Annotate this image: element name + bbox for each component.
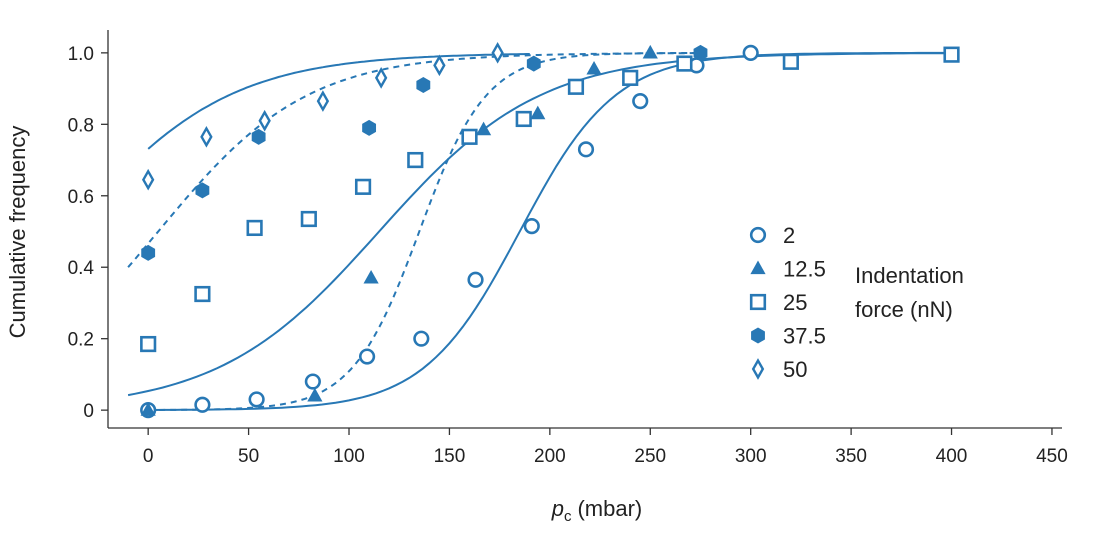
- data-point: [567, 78, 585, 95]
- series-2: [140, 44, 759, 419]
- data-point: [300, 210, 317, 228]
- x-axis-unit: (mbar): [577, 496, 642, 521]
- fit-curve-37-5: [127, 52, 701, 268]
- data-point: [246, 219, 263, 237]
- legend-label: 2: [783, 223, 795, 248]
- x-tick-label: 400: [936, 446, 968, 467]
- data-point: [642, 44, 658, 59]
- x-axis-title: pc (mbar): [551, 496, 643, 525]
- fit-curve-25: [127, 52, 952, 397]
- y-tick-label: 0.8: [68, 115, 94, 136]
- data-point: [530, 105, 546, 120]
- data-point: [374, 67, 388, 89]
- data-point: [577, 141, 595, 158]
- data-points: [140, 42, 960, 419]
- data-point: [354, 178, 372, 195]
- legend-title-line2: force (nN): [855, 297, 953, 322]
- legend-marker-25: [749, 293, 767, 311]
- legend-marker-12-5: [750, 260, 766, 275]
- data-point: [461, 128, 478, 145]
- y-tick-label: 0: [83, 401, 94, 422]
- data-point: [358, 348, 376, 365]
- legend-marker-2: [749, 226, 767, 244]
- data-point: [491, 42, 504, 64]
- x-tick-label: 150: [434, 446, 466, 467]
- data-point: [141, 244, 156, 261]
- data-point: [140, 335, 157, 353]
- data-point: [632, 92, 649, 110]
- data-point: [943, 46, 960, 63]
- axes: 0 50 100 150 200 250 300 350 400 45000.20.40.60.8…: [68, 30, 1068, 467]
- x-tick-label: 450: [1036, 446, 1068, 467]
- data-point: [676, 55, 693, 72]
- data-point: [363, 269, 379, 284]
- data-point: [413, 330, 430, 347]
- data-point: [523, 218, 540, 235]
- series-50: [141, 42, 504, 191]
- data-point: [194, 285, 211, 303]
- data-point: [622, 69, 639, 86]
- data-point: [362, 119, 377, 136]
- data-point: [248, 391, 265, 408]
- x-tick-label: 100: [333, 446, 365, 467]
- fit-curve-50: [147, 53, 530, 150]
- data-point: [416, 77, 431, 94]
- y-tick-label: 1.0: [68, 44, 94, 65]
- data-point: [194, 396, 211, 413]
- x-tick-label: 200: [534, 446, 566, 467]
- data-point: [433, 54, 446, 77]
- data-point: [467, 271, 484, 288]
- data-point: [200, 126, 213, 148]
- data-point: [515, 110, 532, 128]
- legend-marker-50: [751, 358, 765, 380]
- series-25: [140, 46, 960, 353]
- data-point: [251, 128, 266, 145]
- data-point: [742, 44, 759, 61]
- series-12-5: [140, 44, 658, 416]
- data-point: [782, 53, 799, 70]
- data-point: [586, 60, 602, 75]
- y-tick-label: 0.4: [68, 258, 95, 279]
- x-axis-symbol: p: [551, 496, 564, 521]
- fit-curve-2: [148, 51, 952, 411]
- legend: 2 12.5 25 37.5 50 Indentation force (nN): [749, 223, 964, 382]
- legend-label: 37.5: [783, 324, 826, 349]
- x-axis-subscript: c: [564, 508, 572, 525]
- data-point: [407, 151, 424, 169]
- x-tick-label: 300: [735, 446, 767, 467]
- data-point: [140, 402, 156, 416]
- y-tick-label: 0.2: [68, 330, 94, 351]
- fit-curve-12-5: [148, 51, 701, 411]
- legend-title-line1: Indentation: [855, 263, 964, 288]
- fit-curves: [127, 51, 952, 411]
- y-tick-label: 0.6: [68, 187, 94, 208]
- data-point: [258, 109, 271, 132]
- data-point: [316, 90, 330, 112]
- series-37-5: [141, 44, 708, 261]
- legend-label: 25: [783, 290, 807, 315]
- x-tick-label: 50: [238, 446, 259, 467]
- x-tick-label: 250: [634, 446, 666, 467]
- x-tick-label: 0: [143, 446, 154, 467]
- data-point: [475, 121, 492, 136]
- legend-label: 50: [783, 357, 807, 382]
- data-point: [693, 44, 708, 61]
- y-axis-title: Cumulative frequency: [5, 126, 30, 339]
- data-point: [195, 182, 210, 199]
- legend-marker-37-5: [751, 327, 765, 344]
- data-point: [141, 168, 155, 191]
- data-point: [304, 373, 321, 390]
- data-point: [526, 55, 541, 72]
- x-tick-label: 350: [835, 446, 867, 467]
- data-point: [307, 387, 323, 402]
- legend-label: 12.5: [783, 257, 826, 282]
